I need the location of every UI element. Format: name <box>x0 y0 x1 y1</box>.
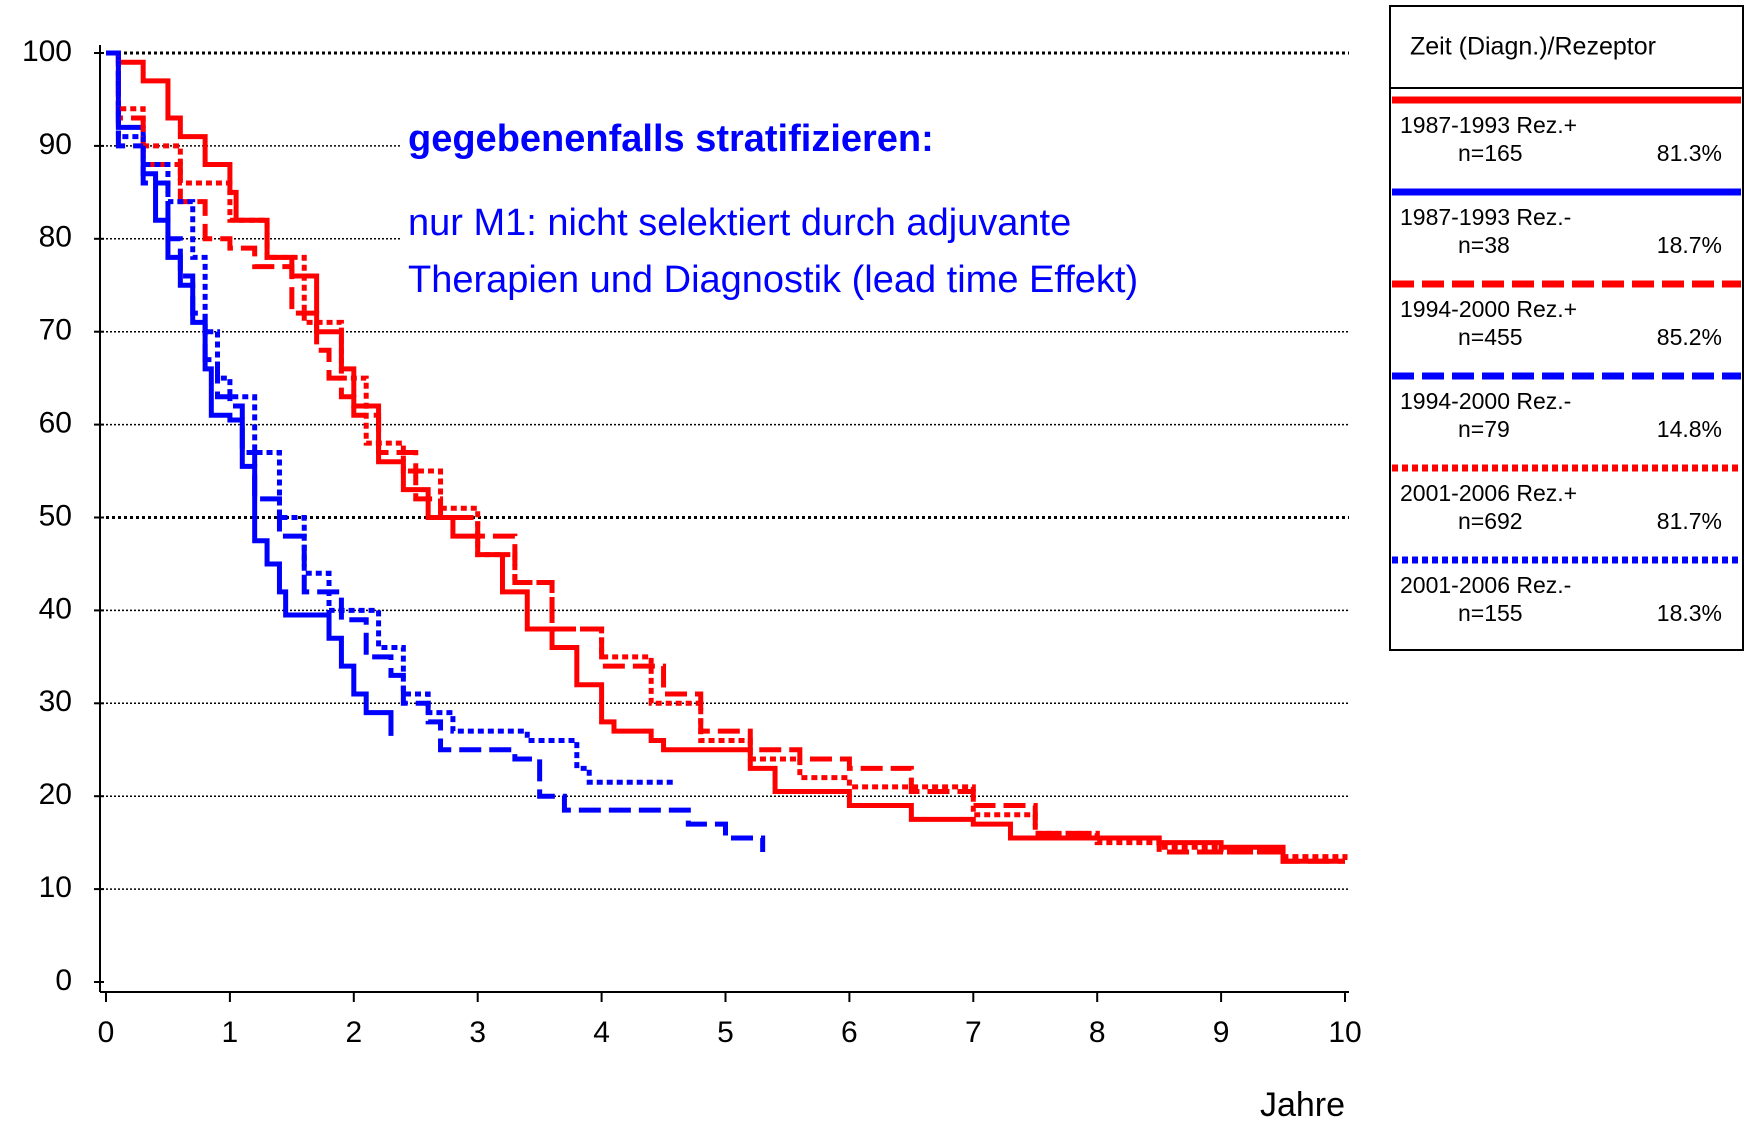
legend-label: 2001-2006 Rez.- <box>1400 572 1571 598</box>
y-tick-label: 40 <box>39 592 72 625</box>
x-tick-label: 2 <box>345 1016 362 1049</box>
x-tick-label: 7 <box>965 1016 982 1049</box>
y-tick-label: 80 <box>39 221 72 254</box>
legend-label: 1994-2000 Rez.+ <box>1400 296 1577 322</box>
legend-share: 14.8% <box>1657 416 1722 442</box>
x-tick-label: 1 <box>222 1016 239 1049</box>
legend-box <box>1389 5 1744 651</box>
y-tick-label: 70 <box>39 314 72 347</box>
annotation: nur M1: nicht selektiert durch adjuvante <box>408 202 1071 244</box>
y-tick-label: 60 <box>39 407 72 440</box>
legend-share: 18.7% <box>1657 232 1722 258</box>
legend-label: 1987-1993 Rez.+ <box>1400 112 1577 138</box>
legend-share: 81.7% <box>1657 508 1722 534</box>
x-tick-label: 10 <box>1328 1016 1361 1049</box>
x-tick-label: 6 <box>841 1016 858 1049</box>
annotation-background <box>400 110 1360 310</box>
annotation: Therapien und Diagnostik (lead time Effe… <box>408 259 1138 301</box>
x-tick-label: 3 <box>469 1016 486 1049</box>
legend-n: n=692 <box>1458 508 1523 534</box>
survival-curve <box>106 50 676 785</box>
legend-label: 1987-1993 Rez.- <box>1400 204 1571 230</box>
x-tick-label: 5 <box>717 1016 734 1049</box>
x-axis-label: Jahre <box>1260 1086 1345 1124</box>
legend-n: n=165 <box>1458 140 1523 166</box>
y-tick-label: 0 <box>55 964 72 997</box>
y-tick-label: 10 <box>39 871 72 904</box>
legend-share: 81.3% <box>1657 140 1722 166</box>
x-tick-label: 8 <box>1089 1016 1106 1049</box>
y-tick-label: 30 <box>39 685 72 718</box>
y-tick-label: 100 <box>22 35 72 68</box>
legend-n: n=155 <box>1458 600 1523 626</box>
y-tick-label: 20 <box>39 778 72 811</box>
legend-title: Zeit (Diagn.)/Rezeptor <box>1410 33 1656 61</box>
survival-curve <box>106 50 394 736</box>
y-tick-label: 50 <box>39 499 72 532</box>
legend-label: 2001-2006 Rez.+ <box>1400 480 1577 506</box>
annotation: gegebenenfalls stratifizieren: <box>408 118 934 160</box>
x-tick-label: 0 <box>98 1016 115 1049</box>
legend-share: 85.2% <box>1657 324 1722 350</box>
x-tick-label: 4 <box>593 1016 610 1049</box>
legend-label: 1994-2000 Rez.- <box>1400 388 1571 414</box>
y-tick-label: 90 <box>39 128 72 161</box>
legend-n: n=455 <box>1458 324 1523 350</box>
survival-curve <box>106 50 766 852</box>
survival-curve <box>106 50 1348 862</box>
x-tick-label: 9 <box>1213 1016 1230 1049</box>
legend-share: 18.3% <box>1657 600 1722 626</box>
legend-n: n=79 <box>1458 416 1510 442</box>
legend-n: n=38 <box>1458 232 1510 258</box>
